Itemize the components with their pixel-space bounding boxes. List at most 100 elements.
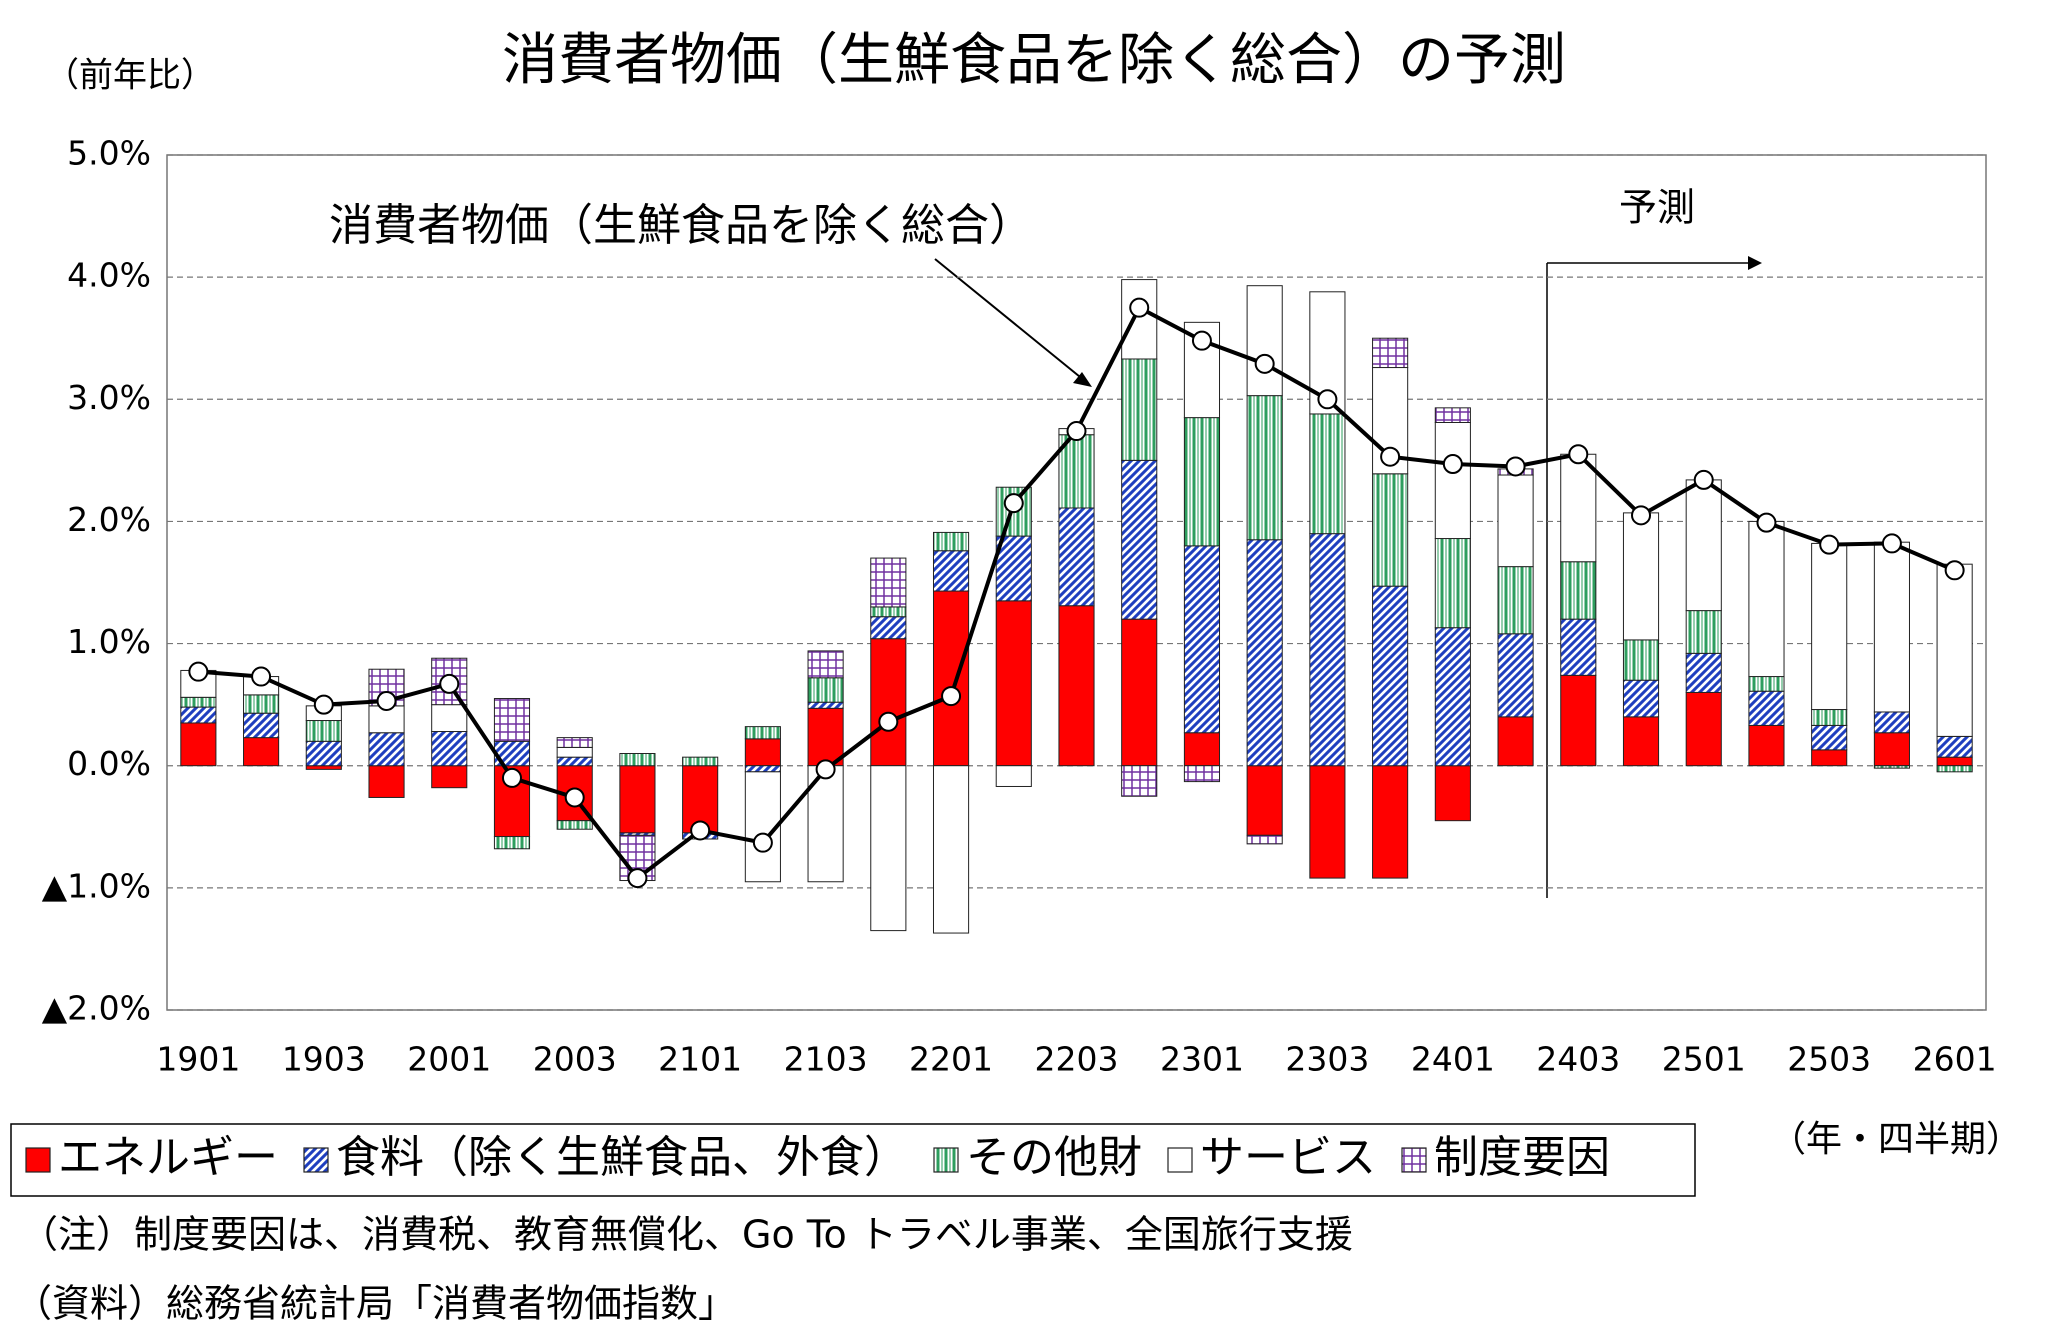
chart-title: 消費者物価（生鮮食品を除く総合）の予測	[502, 28, 1566, 93]
bar-segment	[1246, 834, 1283, 845]
bar-segment	[1121, 358, 1158, 461]
cpi-point	[627, 868, 648, 889]
bar-segment	[1748, 676, 1785, 692]
cpi-point	[251, 666, 272, 687]
legend-label: サービス	[1200, 1132, 1376, 1183]
bar-segment	[1246, 395, 1283, 541]
cpi-point	[1191, 330, 1212, 351]
bar-segment	[1497, 566, 1534, 635]
cpi-point	[564, 787, 585, 808]
legend-swatch	[25, 1147, 51, 1173]
cpi-point	[1819, 534, 1840, 555]
bar-segment	[995, 535, 1032, 602]
cpi-point	[1756, 512, 1777, 533]
x-tick-label: 2103	[784, 1040, 868, 1079]
y-tick-label: ▲2.0%	[42, 989, 151, 1028]
y-axis-label: （前年比）	[45, 56, 215, 96]
cpi-point	[878, 711, 899, 732]
bar-segment	[744, 726, 781, 740]
bar-segment	[932, 550, 970, 592]
bar-segment	[1685, 610, 1722, 654]
bar-segment	[1434, 627, 1471, 767]
x-tick-label: 2201	[909, 1040, 993, 1079]
legend-label: 食料（除く生鮮食品、外食）	[336, 1132, 908, 1183]
cpi-point	[1944, 560, 1965, 581]
legend-swatch	[1167, 1147, 1193, 1173]
x-tick-label: 2501	[1662, 1040, 1746, 1079]
legend-label: 制度要因	[1434, 1132, 1610, 1183]
bar-segment	[1873, 541, 1910, 713]
bar-segment	[1685, 691, 1722, 767]
forecast-arrowhead	[1748, 256, 1762, 270]
cpi-point	[1631, 505, 1652, 526]
plot-border	[166, 154, 1987, 1011]
bar-segment	[1622, 512, 1660, 641]
legend-label: エネルギー	[58, 1132, 278, 1183]
cpi-point	[1317, 389, 1338, 410]
y-tick-label: 0.0%	[67, 744, 151, 783]
bar-segment	[1434, 765, 1471, 822]
cpi-point	[941, 686, 962, 707]
bar-segment	[1873, 765, 1910, 769]
bar-segment	[1372, 473, 1409, 587]
x-tick-label: 2403	[1536, 1040, 1620, 1079]
bar-segment	[619, 765, 656, 834]
bar-segment	[932, 531, 970, 552]
bar-segment	[619, 753, 656, 767]
bar-segment	[932, 765, 970, 934]
bar-segment	[305, 720, 342, 742]
cpi-point	[1003, 493, 1024, 514]
bar-segment	[1560, 453, 1597, 563]
bar-segment	[556, 820, 593, 830]
bar-segment	[1183, 417, 1221, 547]
y-tick-label: 5.0%	[67, 134, 151, 173]
bar-segment	[1936, 765, 1973, 773]
line-annotation: 消費者物価（生鮮食品を除く総合）	[329, 200, 1033, 251]
bar-segment	[1748, 520, 1785, 678]
bar-segment	[744, 765, 781, 773]
cpi-point	[1129, 297, 1150, 318]
legend-swatch	[933, 1147, 959, 1173]
bar-segment	[1873, 711, 1910, 734]
bar-segment	[243, 694, 280, 714]
cpi-point	[1066, 421, 1087, 442]
source: （資料）総務省統計局「消費者物価指数」	[14, 1282, 736, 1326]
bar-segment	[431, 731, 468, 767]
cpi-point	[1693, 469, 1714, 490]
legend-swatch	[303, 1147, 329, 1173]
bar-segment	[1309, 533, 1346, 767]
bar-segment	[1309, 413, 1346, 535]
bar-segment	[556, 756, 593, 767]
bar-segment	[493, 836, 531, 850]
bar-segment	[870, 765, 907, 932]
bar-segment	[1622, 679, 1660, 718]
bar-segment	[556, 746, 593, 758]
x-tick-label: 2101	[658, 1040, 742, 1079]
bar-segment	[1936, 735, 1973, 758]
legend-swatch	[1401, 1147, 1427, 1173]
y-tick-label: 4.0%	[67, 256, 151, 295]
bar-segment	[1497, 716, 1534, 767]
bar-segment	[1058, 507, 1095, 607]
bar-segment	[1748, 724, 1785, 767]
bar-segment	[1434, 421, 1471, 540]
bar-segment	[1309, 765, 1346, 879]
bar-segment	[1811, 724, 1848, 751]
bar-segment	[243, 712, 280, 739]
cpi-point	[501, 767, 522, 788]
cpi-point	[313, 694, 334, 715]
x-tick-label: 2601	[1913, 1040, 1997, 1079]
bar-segment	[1811, 542, 1848, 711]
bar-segment	[1183, 732, 1221, 767]
bar-segment	[243, 737, 280, 767]
x-tick-label: 1901	[156, 1040, 240, 1079]
bar-segment	[744, 738, 781, 767]
legend-box	[10, 1123, 1696, 1197]
y-tick-label: 3.0%	[67, 378, 151, 417]
legend-label: その他財	[966, 1132, 1142, 1183]
bar-segment	[1497, 633, 1534, 718]
bar-segment	[1685, 652, 1722, 693]
bar-segment	[1183, 545, 1221, 734]
bar-segment	[1811, 749, 1848, 767]
bar-segment	[1748, 690, 1785, 726]
